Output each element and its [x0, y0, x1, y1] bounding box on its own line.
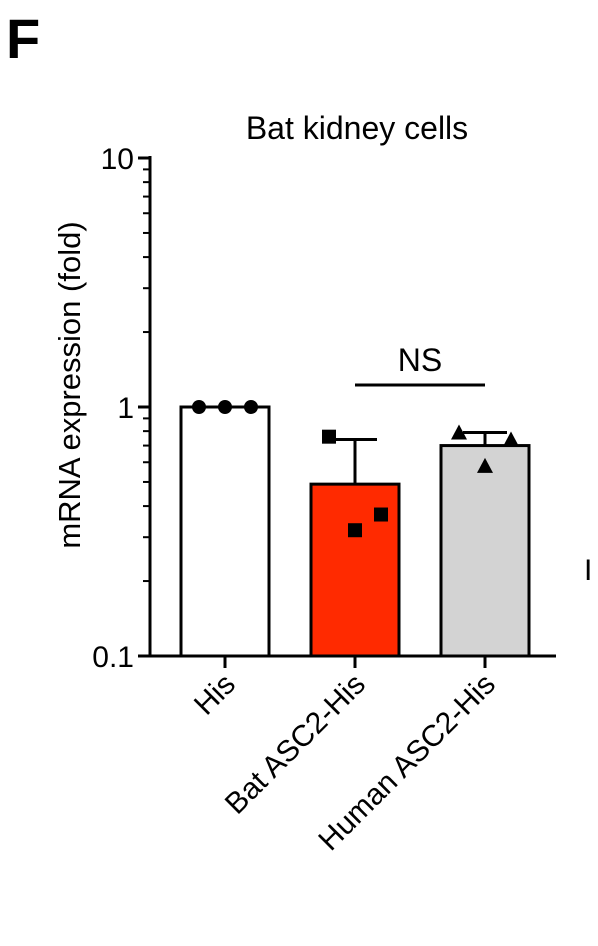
y-axis-label: mRNA expression (fold) — [52, 221, 87, 548]
bar-2 — [439, 444, 531, 658]
data-point-0-0 — [192, 400, 206, 414]
data-point-1-0 — [322, 429, 336, 444]
data-point-0-1 — [218, 400, 232, 414]
data-point-2-1 — [477, 457, 493, 473]
data-point-2-2 — [503, 431, 519, 447]
panel-label: F — [6, 7, 40, 70]
annotations-group: NS — [355, 342, 485, 387]
error-bars-group — [333, 430, 507, 485]
edge-fragment-text: I — [584, 554, 592, 587]
significance-label: NS — [398, 342, 442, 378]
bar-0 — [179, 405, 271, 658]
y-tick-label: 0.1 — [92, 641, 134, 674]
x-tick-label: His — [188, 668, 242, 722]
data-point-0-2 — [244, 400, 258, 414]
data-point-1-2 — [374, 507, 388, 522]
y-tick-label: 1 — [117, 392, 134, 425]
chart-title: Bat kidney cells — [246, 110, 468, 146]
y-tick-label: 10 — [101, 143, 134, 176]
data-points-group — [192, 400, 519, 538]
data-point-2-0 — [451, 424, 467, 440]
axes-group — [138, 156, 556, 668]
data-point-1-1 — [348, 523, 362, 538]
